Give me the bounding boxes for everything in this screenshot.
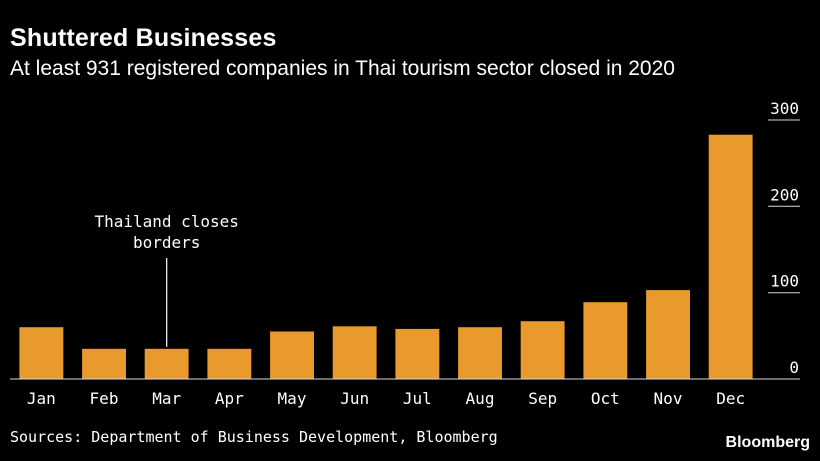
y-tick-label-300: 300 <box>770 99 799 118</box>
x-tick-labels: Jan Feb Mar Apr May Jun Jul Aug Sep Oct Nov Dec <box>27 389 745 408</box>
bar-feb <box>82 348 126 379</box>
y-tick-label-200: 200 <box>770 185 799 204</box>
bar-apr <box>207 348 252 379</box>
bar-mar <box>144 348 189 379</box>
bar-nov <box>646 290 690 379</box>
chart-subtitle: At least 931 registered companies in Tha… <box>10 57 675 80</box>
bloomberg-logo: Bloomberg <box>725 434 810 451</box>
bar-may <box>270 331 314 379</box>
annotation-text-line-2: borders <box>133 233 200 252</box>
x-tick-label-may: May <box>278 389 307 408</box>
x-tick-label-apr: Apr <box>215 389 244 408</box>
bar-jan <box>19 327 64 379</box>
x-tick-label-oct: Oct <box>591 389 620 408</box>
x-tick-label-feb: Feb <box>90 389 119 408</box>
bar-sep <box>520 321 565 379</box>
bar-jul <box>395 328 440 379</box>
x-tick-label-dec: Dec <box>716 389 745 408</box>
y-tick-label-0: 0 <box>789 358 799 377</box>
annotation: Thailand closes borders <box>94 212 239 347</box>
bar-aug <box>458 327 502 379</box>
bar-dec <box>708 134 753 379</box>
x-tick-label-jan: Jan <box>27 389 56 408</box>
bars-group <box>19 134 753 379</box>
x-tick-label-mar: Mar <box>152 389 181 408</box>
y-tick-label-100: 100 <box>770 272 799 291</box>
source-note: Sources: Department of Business Developm… <box>10 428 498 446</box>
y-axis: 0 100 200 300 <box>768 99 800 377</box>
bar-jun <box>332 326 377 379</box>
x-tick-label-jun: Jun <box>340 389 369 408</box>
x-tick-label-jul: Jul <box>403 389 432 408</box>
x-tick-label-nov: Nov <box>654 389 683 408</box>
x-tick-label-sep: Sep <box>528 389 557 408</box>
bar-chart: Jan Feb Mar Apr May Jun Jul Aug Sep Oct Nov Dec 0 10… <box>10 99 800 408</box>
bar-oct <box>583 302 628 379</box>
annotation-text-line-1: Thailand closes <box>94 212 239 231</box>
x-tick-label-aug: Aug <box>466 389 495 408</box>
chart-title: Shuttered Businesses <box>10 24 277 52</box>
